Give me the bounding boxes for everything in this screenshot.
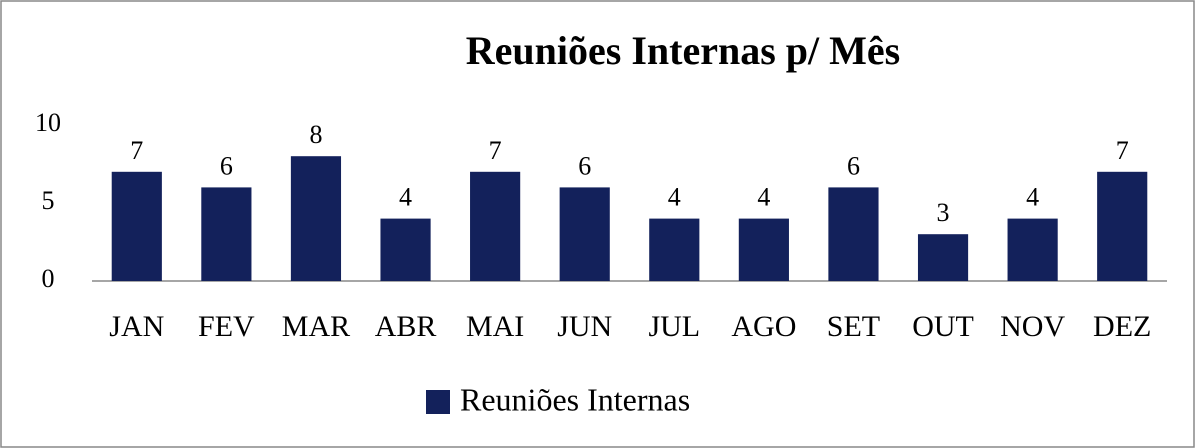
bar: [1097, 171, 1148, 281]
bar: [828, 187, 879, 281]
x-tick-label: NOV: [1000, 310, 1065, 343]
y-tick-label: 10: [35, 108, 61, 137]
bar: [290, 156, 342, 281]
bar: [380, 218, 431, 281]
x-tick-label: JUL: [648, 310, 700, 343]
x-tick-label: DEZ: [1093, 310, 1151, 343]
bar: [738, 218, 789, 281]
bar: [559, 187, 610, 281]
data-label: 7: [489, 136, 502, 165]
x-tick-label: JUN: [557, 310, 612, 343]
data-label: 6: [578, 151, 591, 180]
x-tick-label: OUT: [912, 310, 974, 343]
x-tick-label: MAI: [466, 310, 524, 343]
x-tick-label: MAR: [282, 310, 350, 343]
data-label: 4: [399, 183, 412, 212]
data-label: 7: [1116, 136, 1129, 165]
x-tick-label: ABR: [375, 310, 437, 343]
y-tick-label: 0: [42, 264, 55, 293]
data-label: 4: [757, 183, 770, 212]
chart-title: Reuniões Internas p/ Mês: [466, 28, 900, 73]
data-label: 6: [220, 151, 233, 180]
x-tick-label: AGO: [731, 310, 796, 343]
legend-label: Reuniões Internas: [460, 381, 690, 417]
bar: [470, 171, 521, 281]
data-label: 4: [1026, 183, 1039, 212]
bar: [111, 171, 162, 281]
data-label: 4: [668, 183, 681, 212]
data-label: 7: [130, 136, 143, 165]
x-tick-label: JAN: [109, 310, 164, 343]
bar: [649, 218, 700, 281]
data-label: 8: [309, 120, 322, 149]
bar: [201, 187, 252, 281]
x-tick-label: FEV: [198, 310, 255, 343]
y-tick-label: 5: [42, 186, 55, 215]
bar: [1007, 218, 1058, 281]
data-label: 6: [847, 151, 860, 180]
data-label: 3: [937, 198, 950, 227]
legend-swatch: [426, 390, 450, 414]
x-tick-label: SET: [827, 310, 880, 343]
bar: [917, 234, 969, 281]
